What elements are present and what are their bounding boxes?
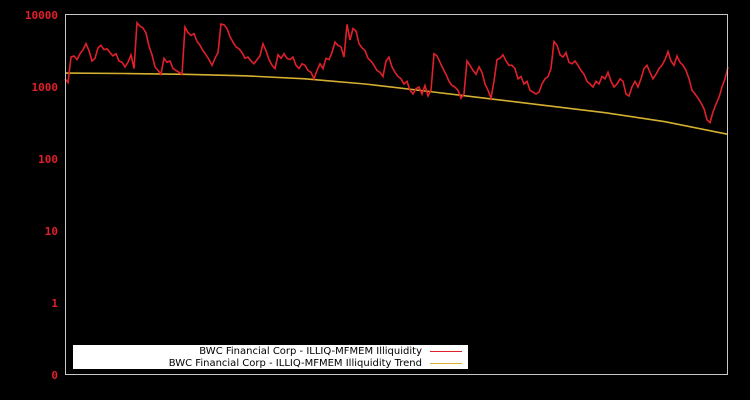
y-tick-label: 10 xyxy=(45,225,58,238)
legend-item-illiquidity: BWC Financial Corp - ILLIQ-MFMEM Illiqui… xyxy=(199,345,462,357)
y-tick-label: 100 xyxy=(38,153,58,166)
trend-series-line xyxy=(64,72,729,136)
chart-legend: BWC Financial Corp - ILLIQ-MFMEM Illiqui… xyxy=(73,345,468,369)
illiquidity-series-line xyxy=(64,20,729,125)
plot-area-frame xyxy=(65,14,728,375)
plot-series xyxy=(64,20,729,136)
legend-swatch-red xyxy=(430,350,462,352)
y-tick-label: 10000 xyxy=(25,9,58,22)
y-tick-label: 1 xyxy=(51,297,58,310)
legend-swatch-yellow xyxy=(430,362,462,364)
legend-item-trend: BWC Financial Corp - ILLIQ-MFMEM Illiqui… xyxy=(169,357,462,369)
legend-label: BWC Financial Corp - ILLIQ-MFMEM Illiqui… xyxy=(168,357,422,369)
legend-label: BWC Financial Corp - ILLIQ-MFMEM Illiqui… xyxy=(199,345,422,357)
y-tick-label: 0 xyxy=(51,369,58,382)
y-tick-label: 1000 xyxy=(32,81,59,94)
